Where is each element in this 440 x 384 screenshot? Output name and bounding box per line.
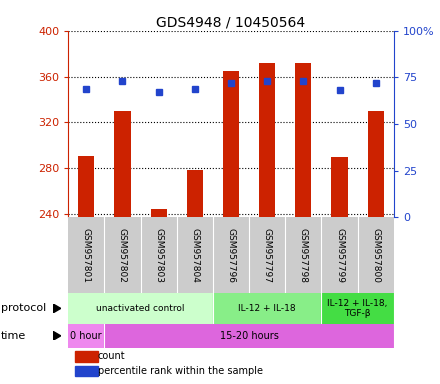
Bar	[187, 170, 203, 217]
Text: percentile rank within the sample: percentile rank within the sample	[98, 366, 263, 376]
Polygon shape	[53, 331, 61, 341]
Text: GSM957796: GSM957796	[227, 228, 235, 283]
Text: protocol: protocol	[1, 303, 46, 313]
Bar	[322, 293, 394, 324]
Bar	[104, 324, 394, 348]
Text: count: count	[98, 351, 125, 361]
Bar	[75, 351, 98, 362]
Bar	[114, 111, 131, 217]
Text: GSM957802: GSM957802	[118, 228, 127, 283]
Bar	[259, 63, 275, 217]
Text: IL-12 + IL-18: IL-12 + IL-18	[238, 304, 296, 313]
Bar	[223, 71, 239, 217]
Text: 15-20 hours: 15-20 hours	[220, 331, 279, 341]
Text: unactivated control: unactivated control	[96, 304, 185, 313]
Title: GDS4948 / 10450564: GDS4948 / 10450564	[157, 16, 305, 30]
Text: GSM957801: GSM957801	[82, 228, 91, 283]
Bar	[331, 157, 348, 217]
Text: time: time	[1, 331, 26, 341]
Text: GSM957804: GSM957804	[191, 228, 199, 283]
Bar	[295, 63, 312, 217]
Text: GSM957803: GSM957803	[154, 228, 163, 283]
Bar	[75, 366, 98, 376]
Bar	[213, 293, 322, 324]
Text: IL-12 + IL-18,
TGF-β: IL-12 + IL-18, TGF-β	[327, 299, 388, 318]
Bar	[367, 111, 384, 217]
Text: GSM957800: GSM957800	[371, 228, 380, 283]
Bar	[150, 209, 167, 217]
Text: GSM957798: GSM957798	[299, 228, 308, 283]
Bar	[78, 156, 95, 217]
Bar	[68, 324, 104, 348]
Text: GSM957797: GSM957797	[263, 228, 271, 283]
Text: GSM957799: GSM957799	[335, 228, 344, 283]
Polygon shape	[53, 304, 61, 313]
Bar	[68, 293, 213, 324]
Text: 0 hour: 0 hour	[70, 331, 102, 341]
